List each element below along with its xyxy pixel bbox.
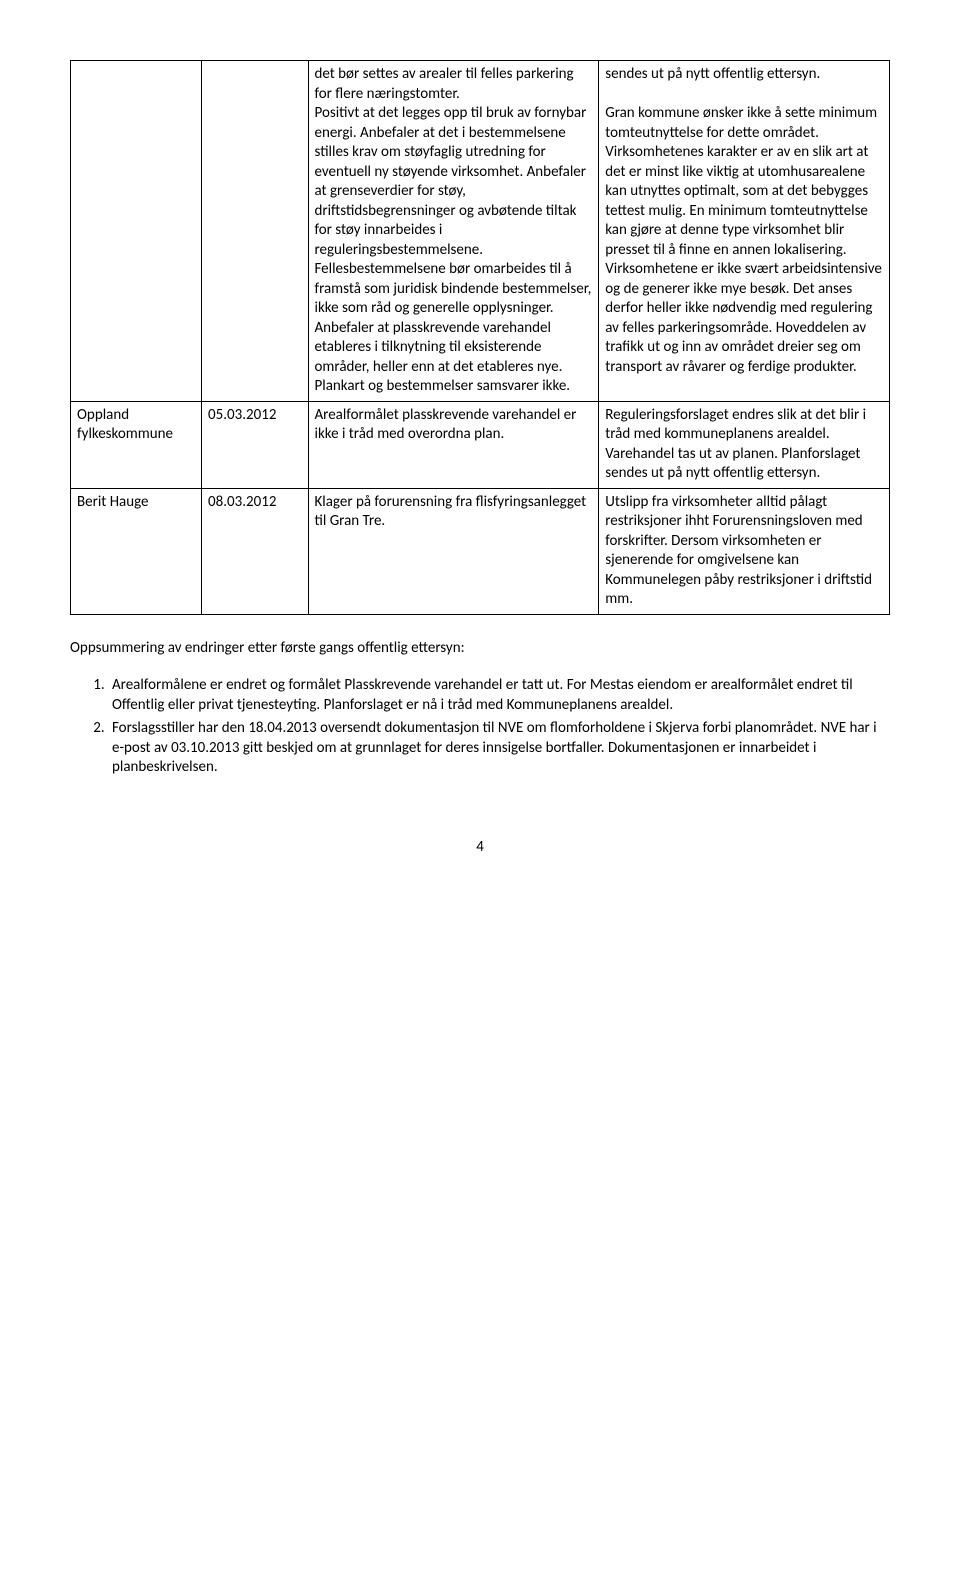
summary-list: Arealformålene er endret og formålet Pla… bbox=[108, 676, 890, 778]
cell-sender bbox=[71, 61, 202, 402]
list-item: Forslagsstiller har den 18.04.2013 overs… bbox=[108, 719, 890, 778]
list-item: Arealformålene er endret og formålet Pla… bbox=[108, 676, 890, 715]
summary-heading: Oppsummering av endringer etter første g… bbox=[70, 639, 890, 659]
table-row: Oppland fylkeskommune 05.03.2012 Arealfo… bbox=[71, 401, 890, 488]
cell-response: Reguleringsforslaget endres slik at det … bbox=[599, 401, 890, 488]
cell-date: 08.03.2012 bbox=[202, 488, 308, 614]
cell-comment: Arealformålet plasskrevende varehandel e… bbox=[308, 401, 599, 488]
cell-comment: det bør settes av arealer til felles par… bbox=[308, 61, 599, 402]
cell-response: Utslipp fra virksomheter alltid pålagt r… bbox=[599, 488, 890, 614]
cell-sender: Berit Hauge bbox=[71, 488, 202, 614]
table-row: Berit Hauge 08.03.2012 Klager på foruren… bbox=[71, 488, 890, 614]
cell-date: 05.03.2012 bbox=[202, 401, 308, 488]
cell-response: sendes ut på nytt offentlig ettersyn.Gra… bbox=[599, 61, 890, 402]
page-number: 4 bbox=[70, 838, 890, 858]
table-row: det bør settes av arealer til felles par… bbox=[71, 61, 890, 402]
cell-comment: Klager på forurensning fra flisfyringsan… bbox=[308, 488, 599, 614]
cell-sender: Oppland fylkeskommune bbox=[71, 401, 202, 488]
content-table: det bør settes av arealer til felles par… bbox=[70, 60, 890, 615]
cell-date bbox=[202, 61, 308, 402]
